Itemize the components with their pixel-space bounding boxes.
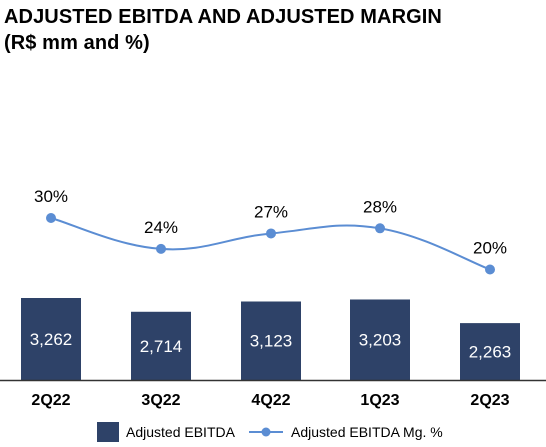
margin-series-line [50,217,491,271]
margin-value-label: 20% [473,239,507,258]
legend-line-label: Adjusted EBITDA Mg. % [291,424,443,440]
bar-1q23 [350,299,410,380]
x-tick-label: 1Q23 [360,392,399,409]
chart-title-line1: ADJUSTED EBITDA AND ADJUSTED MARGIN [4,6,442,28]
chart-title: ADJUSTED EBITDA AND ADJUSTED MARGIN (R$ … [4,4,442,56]
legend: Adjusted EBITDA Adjusted EBITDA Mg. % [97,422,443,442]
bars-layer: 3,262 2,714 3,123 3,203 2,263 [21,298,520,380]
bar-4q22 [241,301,301,380]
line-layer: 30% 24% 27% 28% 20% [34,187,507,275]
bar-value-label: 3,203 [359,331,402,350]
margin-point-2q23 [485,264,495,275]
margin-point-1q23 [375,223,385,234]
category-labels: 2Q22 3Q22 4Q22 1Q23 2Q23 [31,392,509,409]
x-tick-label: 4Q22 [251,392,290,409]
x-tick-label: 3Q22 [141,392,180,409]
margin-value-label: 28% [363,197,397,216]
legend-bar-swatch [97,422,119,442]
bar-3q22 [131,311,191,380]
margin-value-label: 27% [254,202,288,221]
bar-value-label: 3,123 [250,332,293,351]
bar-2q22 [21,298,81,380]
bar-2q23 [460,323,520,380]
x-tick-label: 2Q22 [31,392,70,409]
margin-point-3q22 [156,243,166,254]
x-tick-label: 2Q23 [470,392,509,409]
legend-line-marker [261,427,271,437]
bar-value-label: 2,263 [469,343,512,362]
legend-bar-label: Adjusted EBITDA [126,424,236,440]
margin-value-label: 30% [34,187,68,206]
margin-point-2q22 [46,213,56,223]
margin-point-4q22 [266,228,276,239]
bar-value-label: 3,262 [30,330,73,349]
margin-value-label: 24% [144,218,178,237]
chart-subtitle: (R$ mm and %) [4,32,150,54]
bar-value-label: 2,714 [140,337,183,356]
